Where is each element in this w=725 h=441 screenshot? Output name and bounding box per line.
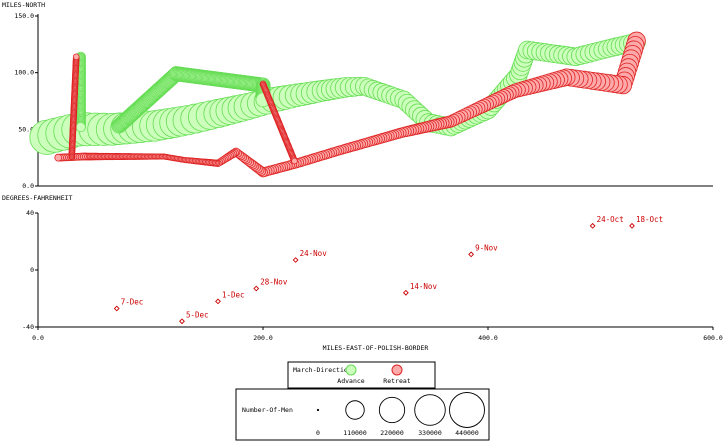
size-swatch <box>316 408 320 412</box>
y-tick-label: 50.0 <box>18 125 34 133</box>
x-tick-label: 0.0 <box>32 334 44 342</box>
legend-title: March-Direction <box>293 366 352 374</box>
legend-swatch-advance <box>345 364 357 376</box>
troop-movement-panel: MILES-NORTH 0.0 50.0 100.0 150.0 <box>2 1 713 190</box>
temperature-label: 9-Nov <box>475 243 498 252</box>
temperature-label: 28-Nov <box>260 278 288 287</box>
troop-marker <box>75 121 86 133</box>
temperature-point <box>215 298 221 305</box>
size-swatch <box>345 400 365 420</box>
y-axis-label: MILES-NORTH <box>2 1 45 9</box>
size-legend-label: 440000 <box>455 429 479 437</box>
size-legend-title: Number-Of-Men <box>242 406 293 414</box>
y-tick-label: -40 <box>22 323 34 331</box>
temperature-label: 14-Nov <box>410 282 438 291</box>
temperature-label: 18-Oct <box>636 215 663 224</box>
x-axis-label: MILES-EAST-OF-POLISH-BORDER <box>323 344 429 352</box>
legend-label: Advance <box>337 377 364 385</box>
number-of-men-legend: Number-Of-Men 0 110000 220000 330000 440000 <box>235 388 490 441</box>
size-swatch <box>378 396 406 424</box>
size-legend-label: 330000 <box>418 429 442 437</box>
temperature-label: 5-Dec <box>186 310 209 319</box>
temperature-label: 24-Nov <box>300 249 328 258</box>
y-tick-label: 150.0 <box>14 12 34 20</box>
size-legend-box <box>235 388 490 441</box>
legend-label: Retreat <box>383 377 410 385</box>
temperature-point <box>253 285 260 292</box>
temperature-point <box>589 222 596 229</box>
x-tick-label: 200.0 <box>253 334 273 342</box>
troop-marker <box>291 157 298 165</box>
size-swatch <box>449 392 485 428</box>
troop-marker <box>72 53 80 61</box>
temperature-label: 1-Dec <box>222 290 245 299</box>
series-advance <box>29 32 646 155</box>
temperature-label: 7-Dec <box>121 297 144 306</box>
legend-swatch-retreat <box>391 364 403 376</box>
temperature-point <box>468 251 475 258</box>
temperature-point <box>402 289 409 296</box>
series-retreat <box>54 31 646 178</box>
temperature-point <box>629 222 635 229</box>
temperature-point <box>179 318 185 325</box>
y-tick-label: 100.0 <box>14 69 34 77</box>
temperature-point <box>113 305 120 312</box>
march-direction-legend: March-Direction Advance Retreat <box>287 361 436 389</box>
y-tick-label: 0.0 <box>22 182 34 190</box>
size-legend-label: 0 <box>316 429 320 437</box>
size-legend-label: 220000 <box>380 429 404 437</box>
legend-box <box>287 361 436 389</box>
troop-marker <box>54 153 63 162</box>
y-axis-label: DEGREES-FAHRENHEIT <box>2 194 73 202</box>
x-tick-label: 400.0 <box>478 334 498 342</box>
y-tick-label: 0 <box>30 266 34 274</box>
temperature-label: 24-Oct <box>597 215 624 224</box>
y-tick-label: 40 <box>26 209 34 217</box>
size-swatch <box>414 394 446 426</box>
x-tick-label: 600.0 <box>703 334 723 342</box>
size-legend-label: 110000 <box>343 429 367 437</box>
temperature-point <box>292 257 299 263</box>
